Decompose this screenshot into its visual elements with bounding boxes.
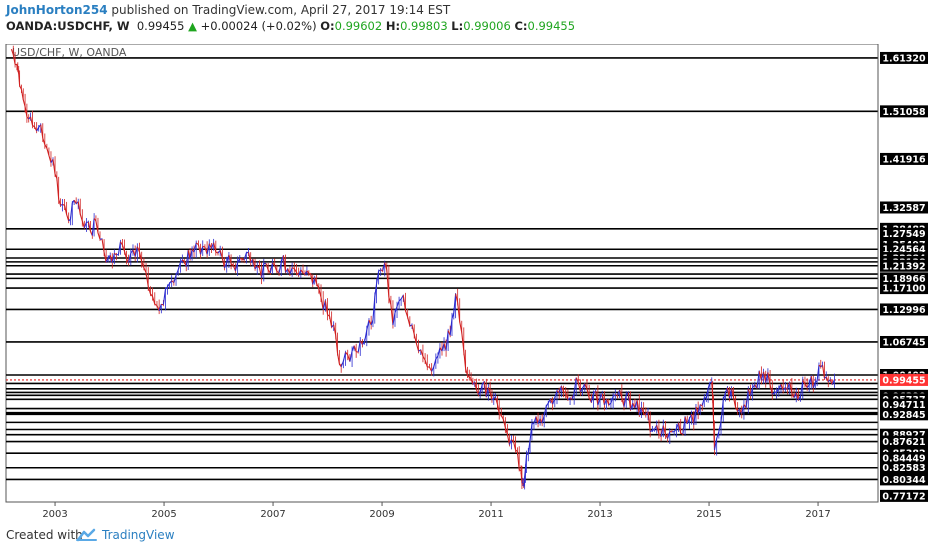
- price-tick-label: 0.92845: [882, 410, 925, 421]
- time-tick-label: 2015: [696, 509, 721, 520]
- price-tick-bg: [880, 435, 928, 448]
- price-series: [10, 45, 835, 490]
- price-tick-bg: [880, 452, 928, 465]
- current-price-label: 0.99455: [882, 375, 925, 386]
- time-tick-label: 2011: [478, 509, 503, 520]
- price-tick-label: 1.06745: [882, 337, 925, 348]
- created-with-text: Created with: [6, 528, 83, 542]
- time-tick-label: 2007: [260, 509, 285, 520]
- price-tick-bg: [880, 201, 928, 214]
- price-tick-bg: [880, 51, 928, 64]
- price-tick-label: 0.94711: [882, 400, 925, 411]
- price-tick-label: 1.12996: [882, 305, 926, 316]
- price-tick-bg: [880, 303, 928, 316]
- price-tick-bg: [880, 105, 928, 118]
- time-tick-label: 2009: [369, 509, 394, 520]
- high-label: H:: [385, 19, 401, 33]
- low-value: 0.99006: [463, 19, 511, 33]
- price-tick-label: 0.82583: [882, 463, 925, 474]
- symbol-info-line: OANDA:USDCHF, W 0.99455 ▲ +0.00024 (+0.0…: [6, 19, 575, 33]
- time-tick-label: 2017: [805, 509, 830, 520]
- horizontal-levels: [6, 57, 878, 481]
- price-tick-bg: [880, 259, 928, 272]
- time-axis[interactable]: 2003 2005 2007 2009 2011 2013 2015 2017: [6, 501, 878, 520]
- time-tick-label: 2003: [42, 509, 67, 520]
- price-tick-label: 1.24564: [882, 245, 926, 256]
- published-text: published on TradingView.com, April 27, …: [111, 3, 451, 17]
- time-tick-label: 2005: [151, 509, 176, 520]
- price-tick-label: 0.80344: [882, 475, 926, 486]
- price-axis[interactable]: 1.613201.510581.419161.325871.284821.275…: [877, 44, 928, 502]
- open-value: 0.99602: [334, 19, 383, 33]
- high-value: 0.99803: [400, 19, 448, 33]
- price-tick-label: 0.87621: [882, 437, 925, 448]
- price-tick-label: 0.84449: [882, 454, 925, 465]
- price-tick-label: 1.41916: [882, 154, 926, 165]
- up-arrow-icon: ▲: [188, 19, 197, 33]
- chart-footer: Created with TradingView: [0, 520, 932, 550]
- time-tick-label: 2013: [587, 509, 612, 520]
- low-label: L:: [451, 19, 464, 33]
- price-tick-bg: [880, 461, 928, 474]
- tradingview-brand-link[interactable]: TradingView: [102, 528, 175, 542]
- price-tick-bg: [880, 489, 928, 502]
- chart-header: JohnHorton254 published on TradingView.c…: [0, 0, 932, 44]
- price-tick-bg: [880, 335, 928, 348]
- close-value: 0.99455: [527, 19, 576, 33]
- price-tick-bg: [880, 473, 928, 486]
- current-price-tag: [880, 373, 928, 386]
- tradingview-logo-icon: [76, 528, 97, 542]
- price-tick-label: 1.51058: [882, 107, 926, 118]
- price-tick-bg: [880, 398, 928, 411]
- price-tick-label: 0.77172: [882, 491, 925, 502]
- price-tick-label: 1.18966: [882, 274, 926, 285]
- plot-frame: [5, 43, 879, 503]
- publish-line: JohnHorton254 published on TradingView.c…: [6, 3, 450, 17]
- price-chart[interactable]: USD/CHF, W, OANDA 1.61320 1.51058 1.41916 1…: [0, 43, 932, 520]
- change-value: +0.00024 (+0.02%): [200, 19, 317, 33]
- price-tick-bg: [880, 408, 928, 421]
- price-tick-label: 1.21392: [882, 261, 925, 272]
- price-tick-bg: [880, 152, 928, 165]
- price-tick-bg: [880, 272, 928, 285]
- chart-area[interactable]: USD/CHF, W, OANDA 1.61320 1.51058 1.41916 1…: [0, 43, 932, 520]
- price-tick-label: 1.17100: [882, 284, 926, 295]
- price-tick-bg: [880, 282, 928, 295]
- author-link[interactable]: JohnHorton254: [6, 3, 108, 17]
- price-tick-bg: [880, 227, 928, 240]
- open-label: O:: [320, 19, 335, 33]
- last-price: 0.99455: [136, 19, 185, 33]
- chart-title: USD/CHF, W, OANDA: [12, 46, 127, 59]
- price-tick-label: 1.32587: [882, 203, 925, 214]
- close-label: C:: [514, 19, 528, 33]
- price-tick-label: 1.61320: [882, 53, 926, 64]
- symbol-label[interactable]: OANDA:USDCHF, W: [6, 19, 130, 33]
- price-tick-label: 1.27549: [882, 229, 925, 240]
